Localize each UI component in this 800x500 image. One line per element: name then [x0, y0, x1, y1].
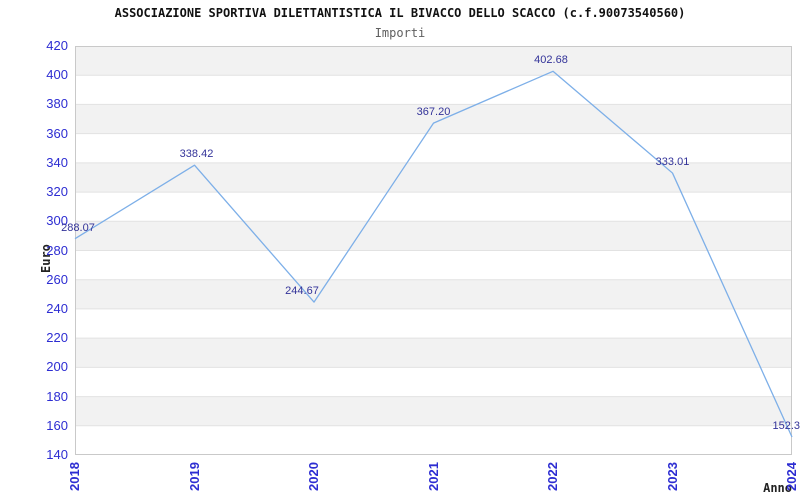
grid-band	[75, 250, 792, 280]
plot-border	[75, 46, 792, 455]
plot-area	[74, 46, 793, 455]
y-tick-label: 260	[46, 271, 68, 287]
x-tick-label: 2018	[67, 462, 82, 491]
y-tick-label: 360	[46, 125, 68, 141]
y-tick-label: 220	[46, 330, 68, 346]
point-label: 338.42	[179, 148, 214, 161]
y-tick-label: 240	[46, 300, 68, 316]
grid-band	[75, 133, 792, 163]
grid-band	[75, 425, 792, 455]
point-label: 244.67	[285, 285, 319, 298]
grid-band	[75, 367, 792, 397]
y-tick-label: 420	[46, 38, 68, 53]
x-tick-label: 2021	[425, 462, 441, 491]
point-label: 333.01	[655, 156, 690, 169]
x-axis-title: Anno	[763, 481, 792, 495]
point-label: 367.20	[416, 106, 451, 119]
grid-band	[75, 308, 792, 339]
point-label: 288.07	[61, 221, 95, 234]
y-tick-label: 140	[46, 447, 68, 462]
y-tick-label: 380	[46, 96, 68, 112]
x-tick-label: 2020	[306, 462, 321, 491]
point-label: 152.3	[772, 420, 800, 433]
grid-band	[75, 396, 792, 426]
x-tick-label: 2024	[784, 462, 799, 491]
x-tick-label: 2023	[664, 462, 680, 491]
y-tick-label: 200	[46, 359, 68, 375]
y-tick-label: 340	[46, 154, 68, 170]
y-tick-label: 400	[46, 67, 68, 83]
x-tick-label: 2019	[186, 462, 202, 491]
y-tick-label: 300	[46, 213, 68, 229]
grid-band	[75, 338, 792, 368]
point-label: 402.68	[534, 54, 568, 67]
chart-subtitle: Importi	[374, 26, 426, 40]
grid-band	[75, 46, 792, 76]
grid-band	[75, 104, 792, 134]
grid-band	[75, 279, 792, 309]
grid-band	[75, 221, 792, 251]
y-tick-label: 180	[46, 388, 68, 404]
x-tick-label: 2022	[545, 462, 560, 491]
y-tick-label: 280	[46, 242, 68, 258]
page-title: ASSOCIAZIONE SPORTIVA DILETTANTISTICA IL…	[114, 6, 686, 20]
grid-band	[75, 162, 792, 193]
line-series	[74, 70, 793, 438]
y-tick-label: 160	[46, 417, 68, 433]
grid-band	[75, 75, 792, 105]
y-tick-label: 320	[46, 184, 68, 200]
grid-band	[75, 192, 792, 222]
